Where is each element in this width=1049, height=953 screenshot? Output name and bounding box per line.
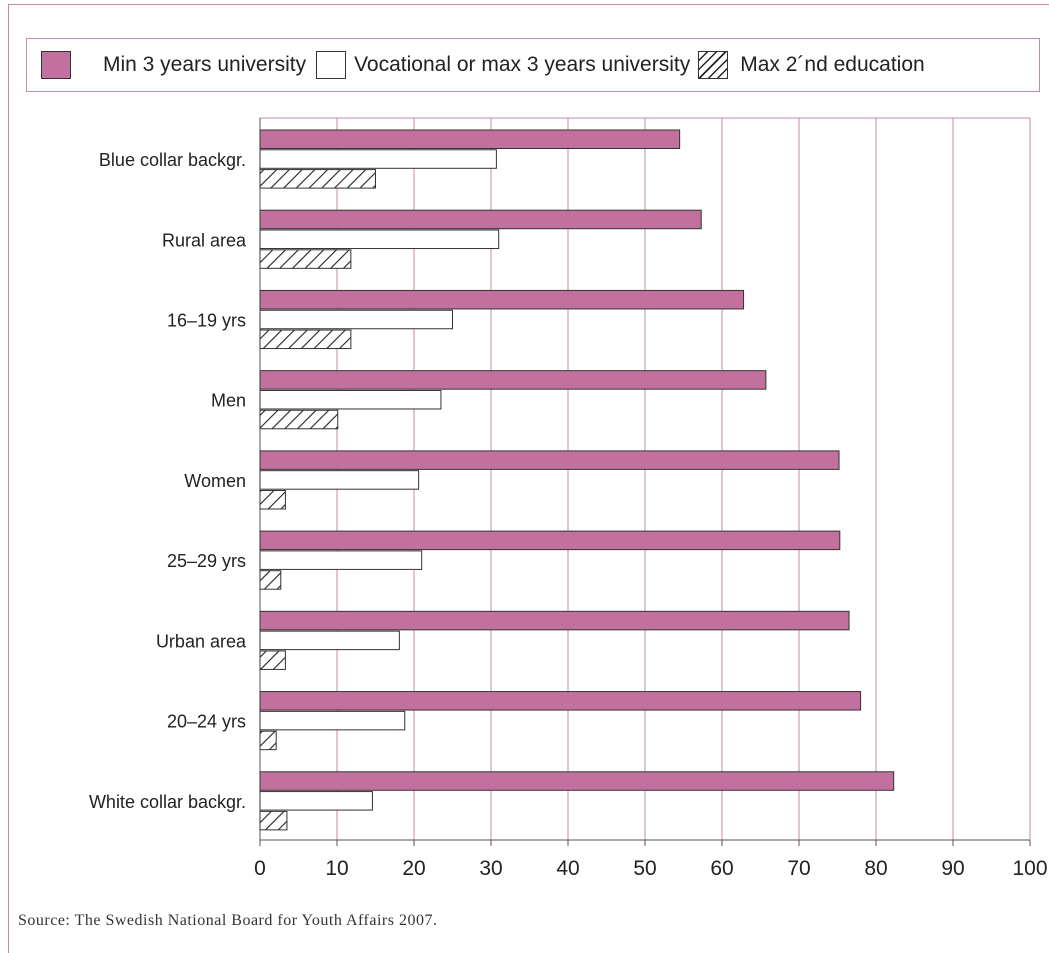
legend-label-series-1: Min 3 years university	[103, 53, 307, 76]
category-label: Rural area	[162, 230, 247, 250]
bar-series-3	[259, 409, 339, 430]
bar-series-1	[259, 209, 702, 230]
bars	[259, 129, 895, 831]
legend-swatch-series-3	[698, 51, 729, 79]
bar-series-2	[259, 309, 453, 330]
bar-series-3	[259, 730, 277, 751]
legend: Min 3 years university Vocational or max…	[26, 38, 1040, 92]
bar-series-2	[259, 550, 423, 570]
bar-series-2	[259, 710, 406, 731]
bar-series-2	[259, 149, 497, 169]
bar-series-1	[259, 370, 767, 390]
x-tick-label: 60	[710, 857, 733, 880]
bar-series-3	[259, 329, 352, 350]
bar-series-3	[259, 249, 352, 269]
bar-series-1	[259, 530, 841, 551]
x-tick-label: 20	[402, 857, 425, 880]
x-axis-tick-labels: 0 10 20 30 40 50 60 70 80 90 100	[254, 857, 1047, 880]
bar-series-3	[259, 489, 286, 510]
bar-series-1	[259, 771, 895, 791]
x-tick-label: 80	[864, 857, 887, 880]
bar-series-1	[259, 450, 840, 470]
bar-series-2	[259, 229, 500, 250]
legend-item-series-2: Vocational or max 3 years university	[316, 51, 690, 79]
category-label: Men	[211, 391, 246, 411]
bar-series-1	[259, 691, 862, 711]
bar-series-1	[259, 289, 745, 310]
legend-label-series-2: Vocational or max 3 years university	[354, 53, 691, 76]
bar-series-2	[259, 470, 420, 490]
bar-series-2	[259, 630, 400, 651]
legend-item-series-3: Max 2´nd education	[698, 51, 925, 79]
legend-swatch-series-2	[316, 51, 347, 79]
category-label: Blue collar backgr.	[99, 150, 246, 170]
x-tick-label: 70	[787, 857, 810, 880]
category-label: 16–19 yrs	[167, 310, 246, 330]
bar-series-3	[259, 169, 376, 189]
source-note: Source: The Swedish National Board for Y…	[18, 912, 438, 929]
bar-series-2	[259, 791, 373, 811]
category-label: Women	[184, 471, 246, 491]
category-labels: Blue collar backgr. Rural area 16–19 yrs Me…	[89, 150, 247, 812]
category-label: White collar backgr.	[89, 792, 246, 812]
x-tick-label: 50	[633, 857, 656, 880]
category-label: 25–29 yrs	[167, 551, 246, 571]
category-label: Urban area	[156, 631, 247, 651]
legend-swatch-series-1	[41, 51, 71, 79]
x-tick-label: 90	[941, 857, 964, 880]
bar-series-3	[259, 650, 286, 670]
legend-item-series-1: Min 3 years university	[41, 51, 306, 79]
bar-series-1	[259, 610, 850, 631]
bar-series-2	[259, 389, 442, 410]
category-label: 20–24 yrs	[167, 712, 246, 732]
bar-series-3	[259, 810, 288, 831]
legend-label-series-3: Max 2´nd education	[740, 53, 925, 76]
x-tick-label: 0	[254, 857, 266, 880]
x-tick-label: 100	[1012, 857, 1047, 880]
x-tick-label: 30	[479, 857, 502, 880]
figure-frame	[8, 4, 1049, 953]
bar-series-3	[259, 570, 282, 590]
x-tick-label: 10	[325, 857, 348, 880]
x-tick-label: 40	[556, 857, 579, 880]
bar-series-1	[259, 129, 681, 149]
